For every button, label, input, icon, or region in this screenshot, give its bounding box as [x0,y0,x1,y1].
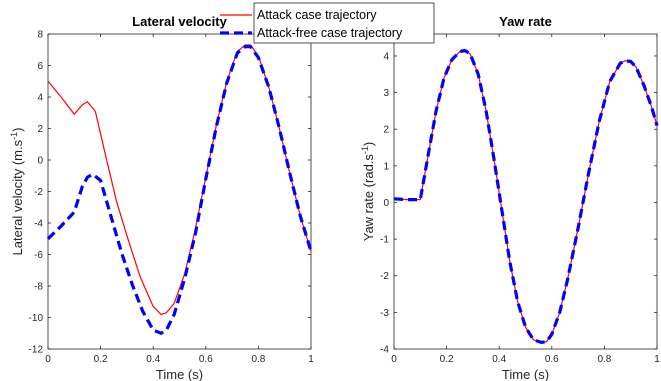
yaw-rate-chart: Yaw rate -4 -3 -2 -1 0 1 2 3 4 0 0.2 0.4 0.6 0.8 1 Ti… [360,14,660,381]
x-tick-label: 0.4 [146,354,160,365]
series-line-attack-free [393,48,659,344]
y-axis-label: Lateral velocity (m.s-1) [9,128,25,256]
legend-box [253,2,435,44]
y-tick-label: -10 [29,313,44,324]
y-axis-label-end: ) [10,128,25,132]
x-tick-label: 0 [391,354,397,365]
x-tick-label: 0.8 [251,354,265,365]
x-tick-label: 0.4 [492,354,506,365]
y-axis-label-main: Lateral velocity (m.s [10,139,25,255]
x-axis-label: Time (s) [502,367,549,381]
chart-title: Yaw rate [499,14,552,29]
x-ticks: 0 0.2 0.4 0.6 0.8 1 [391,34,660,365]
y-tick-label: 4 [383,51,389,62]
x-ticks: 0 0.2 0.4 0.6 0.8 1 [45,34,314,365]
y-tick-label: -2 [34,187,43,198]
legend-label-attack: Attack case trajectory [257,8,377,22]
x-tick-label: 0.2 [94,354,108,365]
series-group [46,44,313,335]
y-tick-label: -12 [29,345,44,356]
y-tick-label: 2 [383,125,389,136]
legend-label-attack-free: Attack-free case trajectory [257,26,403,40]
y-tick-label: -6 [34,250,43,261]
y-tick-label: 1 [383,161,389,172]
series-group [393,48,659,344]
chart-title: Lateral velocity [132,14,227,29]
y-tick-label: 6 [37,61,43,72]
y-axis-label: Yaw rate (rad.s-1) [360,142,376,242]
lateral-velocity-chart: Lateral velocity -12 -10 -8 -6 -4 -2 0 2 4 6 8 0 0.… [9,14,314,381]
y-axis-label-sup: -1 [9,132,19,140]
y-ticks: -12 -10 -8 -6 -4 -2 0 2 4 6 8 [29,30,311,356]
x-tick-label: 1 [308,354,314,365]
y-tick-label: -1 [380,235,389,246]
x-tick-label: 0.6 [545,354,559,365]
x-tick-label: 1 [654,354,660,365]
x-tick-label: 0.6 [199,354,213,365]
x-tick-label: 0 [45,354,51,365]
y-axis-label-main: Yaw rate (rad.s [361,154,376,242]
y-tick-label: -8 [34,282,43,293]
y-tick-label: 2 [37,124,43,135]
y-tick-label: 4 [37,93,43,104]
series-line-attack-free [46,44,313,335]
y-tick-label: -3 [380,308,389,319]
y-tick-label: -4 [380,345,389,356]
y-tick-label: 0 [37,156,43,167]
y-tick-label: 8 [37,30,43,41]
y-tick-label: -2 [380,271,389,282]
x-tick-label: 0.8 [597,354,611,365]
x-axis-label: Time (s) [156,367,203,381]
y-axis-label-sup: -1 [360,146,370,154]
legend: Attack case trajectory Attack-free case … [220,2,435,44]
y-tick-label: 3 [383,88,389,99]
y-ticks: -4 -3 -2 -1 0 1 2 3 4 [380,51,657,356]
y-tick-label: 0 [383,198,389,209]
x-tick-label: 0.2 [440,354,454,365]
y-tick-label: -4 [34,219,43,230]
y-axis-label-end: ) [361,142,376,146]
plot-area [393,33,658,350]
